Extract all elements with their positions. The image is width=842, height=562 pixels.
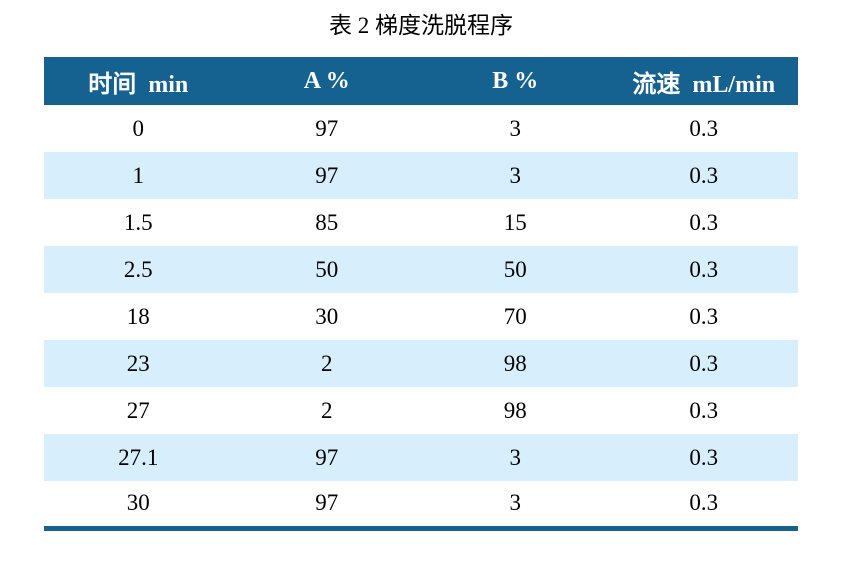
cell-b-percent: 70 (503, 303, 527, 329)
cell-flow-rate: 0.3 (689, 162, 719, 188)
cell-a-percent: 97 (315, 444, 339, 470)
cell-flow-rate: 0.3 (689, 256, 719, 282)
cell-time: 1.5 (123, 209, 153, 235)
cell-b-percent: 3 (509, 444, 522, 470)
cell-time: 27 (126, 397, 150, 423)
cell-a-percent: 2 (321, 397, 333, 423)
cell-b-percent: 98 (503, 350, 527, 376)
table-row: 27.1 97 3 0.3 (44, 434, 798, 481)
cell-time: 30 (126, 490, 150, 516)
cell-a-percent: 85 (315, 209, 339, 235)
gradient-elution-table: 时间 min A % B % 流速 mL/min 0 97 3 0.3 1 97… (44, 57, 798, 531)
cell-a-percent: 2 (321, 350, 333, 376)
cell-b-percent: 50 (503, 256, 527, 282)
cell-a-percent: 97 (315, 162, 339, 188)
cell-b-percent: 15 (503, 209, 527, 235)
cell-time: 2.5 (123, 256, 153, 282)
cell-flow-rate: 0.3 (689, 303, 719, 329)
table-row: 23 2 98 0.3 (44, 340, 798, 387)
cell-flow-rate: 0.3 (689, 115, 719, 141)
cell-time: 0 (132, 115, 145, 141)
cell-a-percent: 30 (315, 303, 339, 329)
column-header-time: 时间 min (44, 57, 233, 105)
cell-flow-rate: 0.3 (689, 350, 719, 376)
column-header-flow-rate: 流速 mL/min (609, 57, 798, 105)
cell-a-percent: 50 (315, 256, 339, 282)
table-row: 18 30 70 0.3 (44, 293, 798, 340)
cell-a-percent: 97 (315, 490, 339, 516)
cell-time: 18 (126, 303, 150, 329)
column-header-a-percent: A % (232, 57, 421, 105)
table-row: 0 97 3 0.3 (44, 105, 798, 152)
cell-a-percent: 97 (315, 115, 339, 141)
cell-b-percent: 3 (509, 490, 522, 516)
cell-b-percent: 3 (509, 115, 522, 141)
table-body: 0 97 3 0.3 1 97 3 0.3 1.5 85 15 0.3 2.5 … (44, 105, 798, 528)
cell-flow-rate: 0.3 (689, 444, 719, 470)
table-row: 1.5 85 15 0.3 (44, 199, 798, 246)
table-row: 27 2 98 0.3 (44, 387, 798, 434)
table-row: 30 97 3 0.3 (44, 481, 798, 528)
cell-flow-rate: 0.3 (689, 209, 719, 235)
table-header: 时间 min A % B % 流速 mL/min (44, 57, 798, 105)
cell-b-percent: 98 (503, 397, 527, 423)
cell-time: 23 (126, 350, 150, 376)
table-header-row: 时间 min A % B % 流速 mL/min (44, 57, 798, 105)
table-row: 2.5 50 50 0.3 (44, 246, 798, 293)
table-row: 1 97 3 0.3 (44, 152, 798, 199)
cell-b-percent: 3 (509, 162, 522, 188)
cell-time: 27.1 (118, 444, 159, 470)
cell-time: 1 (132, 162, 145, 188)
cell-flow-rate: 0.3 (689, 490, 719, 516)
cell-flow-rate: 0.3 (689, 397, 719, 423)
table-caption: 表 2 梯度洗脱程序 (329, 13, 513, 38)
column-header-b-percent: B % (421, 57, 610, 105)
